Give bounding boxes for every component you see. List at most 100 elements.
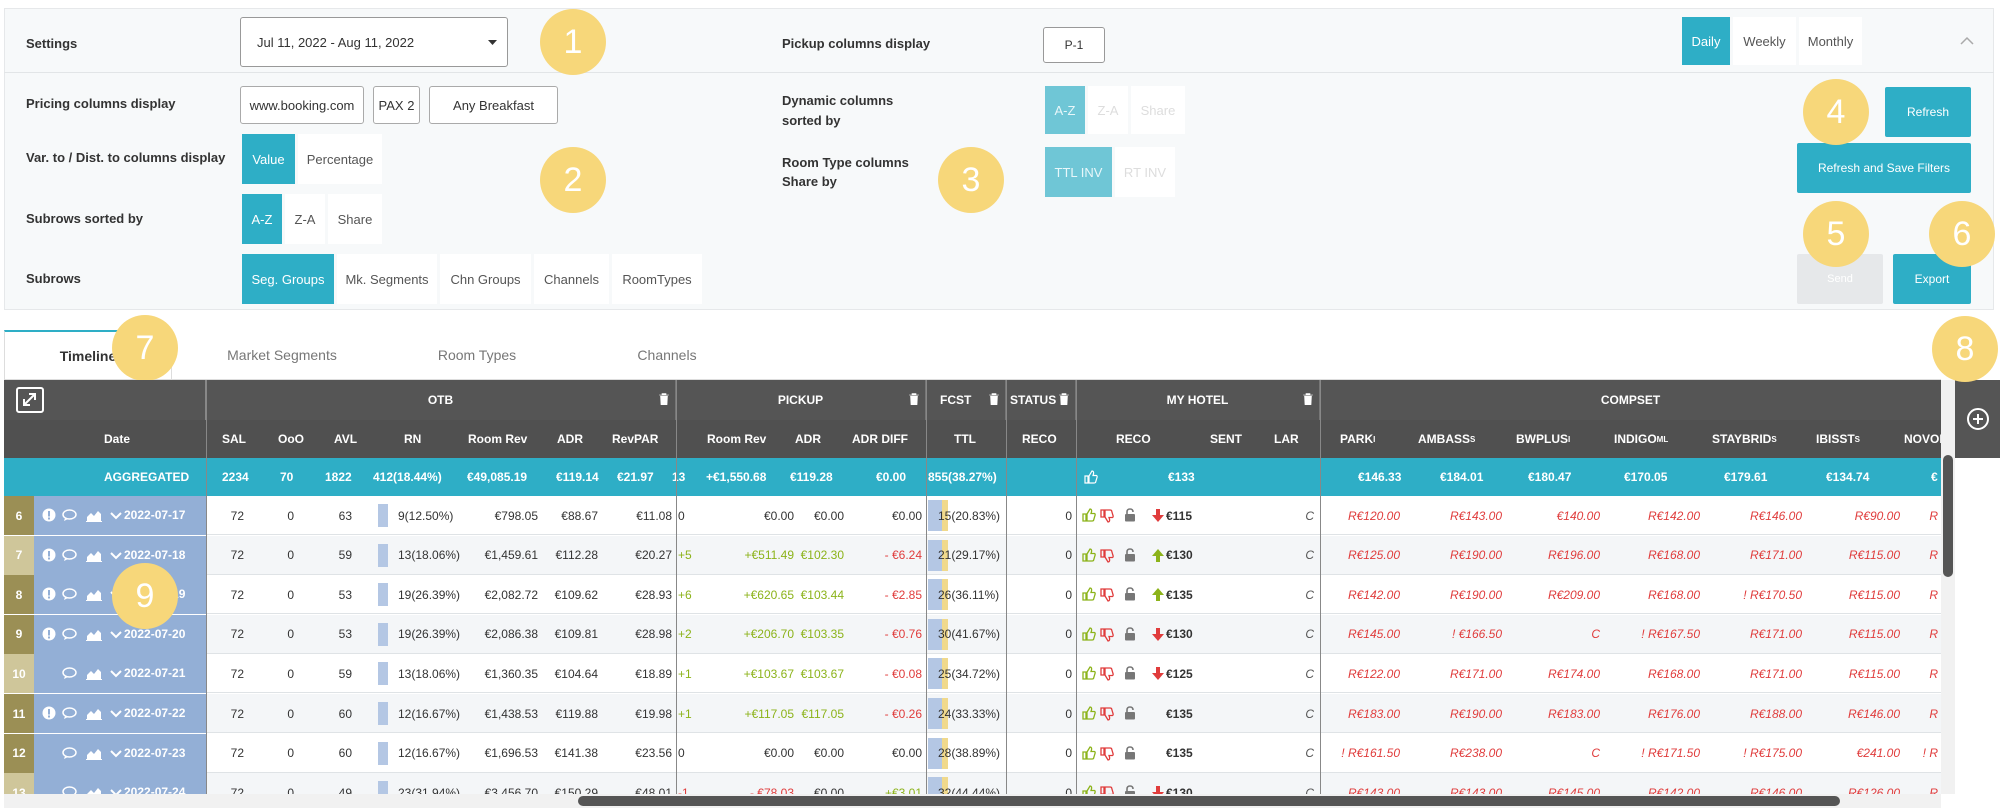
chart-icon[interactable] <box>86 786 102 794</box>
thumbs-down-icon[interactable] <box>1100 746 1114 761</box>
thumbs-up-icon[interactable] <box>1082 508 1096 522</box>
col-avl[interactable]: AVL <box>334 432 358 446</box>
col-compset-staybrid[interactable]: STAYBRID S <box>1712 420 1777 458</box>
col-lar[interactable]: LAR <box>1274 432 1299 446</box>
lock-icon[interactable] <box>1124 666 1136 680</box>
thumbs-up-icon[interactable] <box>1082 547 1096 562</box>
col-compset-ibisst[interactable]: IBISST S <box>1816 420 1860 458</box>
chevron-down-icon[interactable] <box>110 789 122 794</box>
vertical-scrollbar-thumb[interactable] <box>1943 455 1953 577</box>
pricing-source[interactable]: www.booking.com <box>240 86 364 124</box>
lock-icon[interactable] <box>1124 745 1136 760</box>
period-daily[interactable]: Daily <box>1682 17 1730 65</box>
col-sal[interactable]: SAL <box>222 432 246 446</box>
thumbs-down-icon[interactable] <box>1100 588 1114 602</box>
comment-icon[interactable] <box>62 548 77 562</box>
comment-icon[interactable] <box>62 628 77 641</box>
chart-icon[interactable] <box>86 588 102 602</box>
tab-channels[interactable]: Channels <box>637 347 697 363</box>
dynamic-sort-az[interactable]: A-Z <box>1045 86 1085 134</box>
col-pickup-adrdiff[interactable]: ADR DIFF <box>852 432 908 446</box>
col-rn[interactable]: RN <box>404 432 422 446</box>
roomtype-rtinv[interactable]: RT INV <box>1115 147 1175 197</box>
comment-icon[interactable] <box>62 707 77 720</box>
pricing-pax[interactable]: PAX 2 <box>373 86 420 124</box>
chart-icon[interactable] <box>86 747 102 760</box>
chart-icon[interactable] <box>86 667 102 681</box>
subrows-roomtypes[interactable]: RoomTypes <box>612 254 702 304</box>
subrows-mk-segments[interactable]: Mk. Segments <box>337 254 437 304</box>
thumbs-down-icon[interactable] <box>1100 707 1114 721</box>
tab-market-segments[interactable]: Market Segments <box>227 347 337 363</box>
thumbs-down-icon[interactable] <box>1100 509 1114 523</box>
alert-icon[interactable] <box>42 587 56 601</box>
comment-icon[interactable] <box>62 588 77 601</box>
col-hotel-reco[interactable]: RECO <box>1116 432 1151 446</box>
chevron-down-icon[interactable] <box>110 710 122 718</box>
chevron-down-icon[interactable] <box>110 670 122 678</box>
lock-icon[interactable] <box>1124 626 1136 641</box>
collapse-chevron-icon[interactable] <box>1960 36 1974 45</box>
col-compset-park[interactable]: PARK I <box>1340 420 1375 458</box>
lock-icon[interactable] <box>1124 706 1136 720</box>
col-ttl[interactable]: TTL <box>954 432 976 446</box>
col-compset-bwplus[interactable]: BWPLUS I <box>1516 420 1570 458</box>
alert-icon[interactable] <box>42 627 56 641</box>
col-compset-indigo[interactable]: INDIGO ML <box>1614 420 1668 458</box>
col-compset-novod[interactable]: NOVOD <box>1904 420 1941 458</box>
comment-icon[interactable] <box>62 746 77 760</box>
var-value-toggle[interactable]: Value <box>242 134 295 184</box>
col-date[interactable]: Date <box>104 432 131 446</box>
subrows-channels[interactable]: Channels <box>534 254 609 304</box>
col-adr[interactable]: ADR <box>557 432 583 446</box>
thumbs-up-icon[interactable] <box>1082 745 1096 760</box>
chart-icon[interactable] <box>86 707 102 720</box>
lock-icon[interactable] <box>1124 547 1136 562</box>
comment-icon[interactable] <box>62 786 77 794</box>
refresh-button[interactable]: Refresh <box>1885 87 1971 137</box>
horizontal-scrollbar-thumb[interactable] <box>578 796 1840 806</box>
col-roomrev[interactable]: Room Rev <box>468 432 528 446</box>
chevron-down-icon[interactable] <box>110 512 122 520</box>
chart-icon[interactable] <box>86 509 102 522</box>
alert-icon[interactable] <box>42 508 56 522</box>
subrows-sort-share[interactable]: Share <box>328 194 382 244</box>
tab-room-types[interactable]: Room Types <box>437 347 517 363</box>
lock-icon[interactable] <box>1124 508 1136 522</box>
dynamic-sort-za[interactable]: Z-A <box>1088 86 1128 134</box>
thumbs-down-icon[interactable] <box>1100 628 1114 642</box>
pricing-breakfast[interactable]: Any Breakfast <box>429 86 558 124</box>
roomtype-ttlinv[interactable]: TTL INV <box>1045 147 1112 197</box>
col-reco[interactable]: RECO <box>1022 432 1057 446</box>
alert-icon[interactable] <box>42 706 56 720</box>
period-monthly[interactable]: Monthly <box>1799 17 1862 65</box>
period-weekly[interactable]: Weekly <box>1733 17 1796 65</box>
col-pickup-roomrev[interactable]: Room Rev <box>707 432 767 446</box>
chevron-down-icon[interactable] <box>110 631 122 639</box>
lock-icon[interactable] <box>1124 587 1136 601</box>
thumbs-up-icon[interactable] <box>1082 666 1096 681</box>
var-percentage-toggle[interactable]: Percentage <box>298 134 382 184</box>
chevron-down-icon[interactable] <box>110 551 122 560</box>
thumbs-up-icon[interactable] <box>1082 627 1096 641</box>
pickup-input[interactable]: P-1 <box>1043 27 1105 63</box>
dynamic-sort-share[interactable]: Share <box>1131 86 1185 134</box>
date-range-picker[interactable]: Jul 11, 2022 - Aug 11, 2022 <box>240 17 508 67</box>
chart-icon[interactable] <box>86 549 102 562</box>
comment-icon[interactable] <box>62 667 77 680</box>
thumbs-down-icon[interactable] <box>1100 548 1114 563</box>
thumbs-up-icon[interactable] <box>1082 785 1096 794</box>
col-revpar[interactable]: RevPAR <box>612 432 659 446</box>
chevron-down-icon[interactable] <box>110 749 122 758</box>
thumbs-up-icon[interactable] <box>1082 587 1096 601</box>
alert-icon[interactable] <box>42 548 56 562</box>
chart-icon[interactable] <box>86 628 102 641</box>
thumbs-down-icon[interactable] <box>1100 786 1114 794</box>
col-compset-ambass[interactable]: AMBASS S <box>1418 420 1475 458</box>
subrows-chn-groups[interactable]: Chn Groups <box>440 254 531 304</box>
thumbs-down-icon[interactable] <box>1100 667 1114 682</box>
col-pickup-adr[interactable]: ADR <box>795 432 821 446</box>
col-sent[interactable]: SENT <box>1210 432 1243 446</box>
lock-icon[interactable] <box>1124 785 1136 794</box>
comment-icon[interactable] <box>62 509 77 522</box>
